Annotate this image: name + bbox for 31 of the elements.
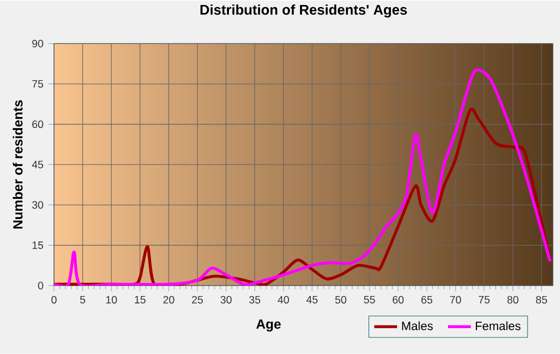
chart-title: Distribution of Residents' Ages: [200, 4, 407, 18]
legend-label: Females: [476, 322, 520, 330]
x-tick-label: 5: [80, 296, 86, 304]
x-tick-label: 35: [249, 296, 260, 304]
x-tick-label: 15: [134, 296, 146, 304]
x-tick-label: 55: [364, 296, 375, 304]
x-tick-label: 45: [306, 296, 318, 304]
x-tick-label: 0: [51, 296, 57, 304]
y-tick-label: 30: [32, 201, 44, 209]
x-tick-label: 50: [335, 296, 346, 304]
legend-label: Males: [402, 322, 433, 330]
x-tick-label: 10: [106, 296, 117, 304]
x-tick-label: 80: [507, 296, 518, 304]
x-tick-label: 85: [536, 296, 547, 304]
x-tick-label: 75: [478, 296, 490, 304]
x-tick-label: 40: [278, 296, 289, 304]
x-tick-label: 25: [192, 296, 203, 304]
x-tick-label: 30: [220, 296, 232, 304]
line-series: [54, 69, 552, 286]
x-tick-label: 70: [450, 296, 462, 304]
x-tick-label: 65: [421, 296, 432, 304]
x-axis-title: Age: [256, 320, 281, 332]
y-tick-label: 75: [32, 80, 44, 88]
y-tick-label: 45: [32, 161, 44, 169]
y-tick-label: 0: [38, 282, 44, 290]
y-axis-title: Number of residents: [12, 100, 23, 229]
y-tick-label: 15: [32, 242, 44, 250]
x-tick-label: 60: [392, 296, 404, 304]
x-tick-label: 20: [163, 296, 174, 304]
y-tick-label: 60: [32, 120, 44, 128]
y-tick-label: 90: [32, 40, 44, 48]
